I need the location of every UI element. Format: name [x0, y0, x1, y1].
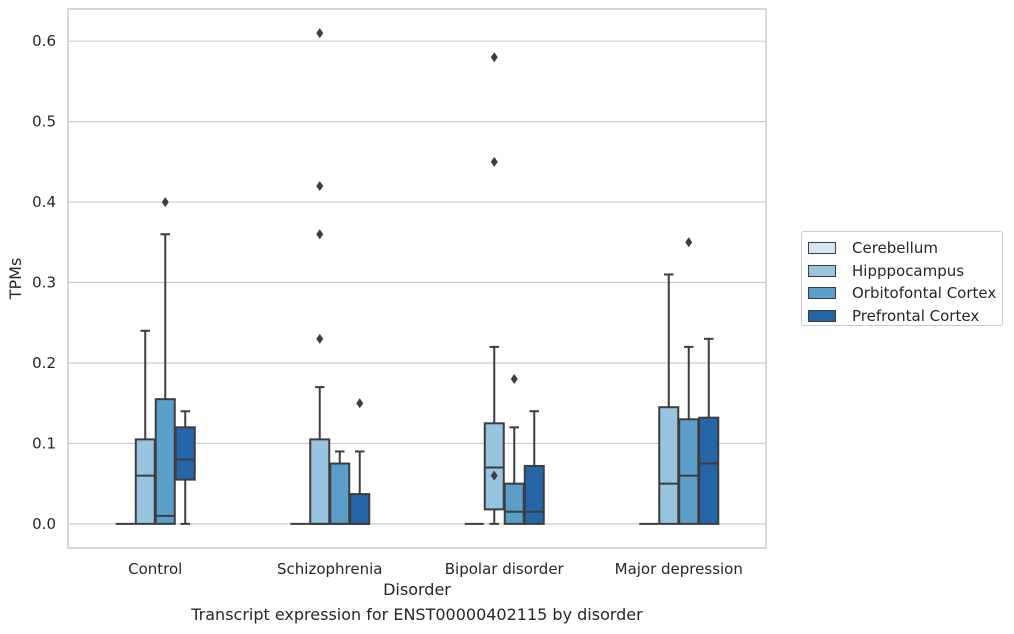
- box-orbitofontal-cortex: [503, 374, 525, 525]
- legend-label: Prefrontal Cortex: [852, 306, 980, 325]
- x-tick-label: Bipolar disorder: [445, 560, 565, 578]
- y-tick-label: 0.6: [32, 32, 56, 50]
- y-tick-label: 0.1: [32, 434, 56, 452]
- x-tick-label: Schizophrenia: [277, 560, 382, 578]
- box-body: [174, 426, 196, 481]
- legend-item: Orbitofontal Cortex: [808, 282, 1002, 305]
- box-prefrontal-cortex: [174, 410, 196, 525]
- legend: Cerebellum Hipppocampus Orbitofontal Corte…: [801, 231, 1003, 326]
- box-body: [658, 406, 680, 525]
- legend-label: Orbitofontal Cortex: [852, 284, 997, 303]
- box-hipppocampus: [658, 273, 680, 525]
- box-orbitofontal-cortex: [154, 197, 176, 525]
- box-body: [523, 464, 545, 525]
- x-tick-label: Major depression: [615, 560, 743, 578]
- box-hipppocampus: [309, 28, 331, 525]
- legend-swatch: [808, 242, 836, 255]
- outlier-point: [316, 333, 324, 344]
- legend-item: Hipppocampus: [808, 260, 1002, 283]
- x-axis-ticks: Control Schizophrenia Bipolar disorder Majo…: [128, 560, 743, 578]
- box-body: [154, 398, 176, 525]
- box-body: [483, 422, 505, 511]
- y-tick-label: 0.4: [32, 193, 56, 211]
- legend-item: Prefrontal Cortex: [808, 305, 1002, 328]
- outlier-point: [316, 229, 324, 240]
- outlier-point: [316, 180, 324, 191]
- y-tick-label: 0.5: [32, 113, 56, 131]
- legend-item: Cerebellum: [808, 237, 1002, 260]
- box-prefrontal-cortex: [698, 337, 720, 525]
- box-hipppocampus: [134, 329, 156, 525]
- y-tick-label: 0.2: [32, 354, 56, 372]
- legend-label: Hipppocampus: [852, 261, 965, 280]
- box-body: [134, 438, 156, 525]
- box-body: [678, 418, 700, 525]
- x-axis-label: Disorder: [383, 580, 451, 599]
- legend-label: Cerebellum: [852, 239, 938, 258]
- box-prefrontal-cortex: [349, 398, 371, 525]
- outlier-point: [685, 237, 693, 248]
- box-hipppocampus: [483, 52, 505, 525]
- legend-swatch: [808, 264, 836, 277]
- y-axis-ticks: 0.0 0.1 0.2 0.3 0.4 0.5 0.6: [32, 32, 56, 533]
- legend-swatch: [808, 287, 836, 300]
- box-orbitofontal-cortex: [329, 450, 351, 525]
- box-orbitofontal-cortex: [678, 237, 700, 525]
- box-body: [329, 462, 351, 525]
- outlier-point: [510, 374, 518, 385]
- box-body: [698, 416, 720, 525]
- y-tick-label: 0.3: [32, 274, 56, 292]
- chart-caption: Transcript expression for ENST0000040211…: [191, 605, 643, 624]
- outlier-point: [490, 470, 498, 481]
- outlier-point: [356, 398, 364, 409]
- box-body: [309, 438, 331, 525]
- y-tick-label: 0.0: [32, 515, 56, 533]
- plot-frame: [67, 8, 767, 549]
- legend-swatch: [808, 309, 836, 322]
- box-body: [503, 482, 525, 525]
- box-groups: [115, 28, 720, 525]
- box-body: [349, 493, 371, 525]
- y-axis-label: TPMs: [6, 258, 25, 301]
- outlier-point: [161, 197, 169, 208]
- x-tick-label: Control: [128, 560, 182, 578]
- outlier-point: [490, 156, 498, 167]
- box-prefrontal-cortex: [523, 410, 545, 525]
- outlier-point: [316, 28, 324, 39]
- outlier-point: [490, 52, 498, 63]
